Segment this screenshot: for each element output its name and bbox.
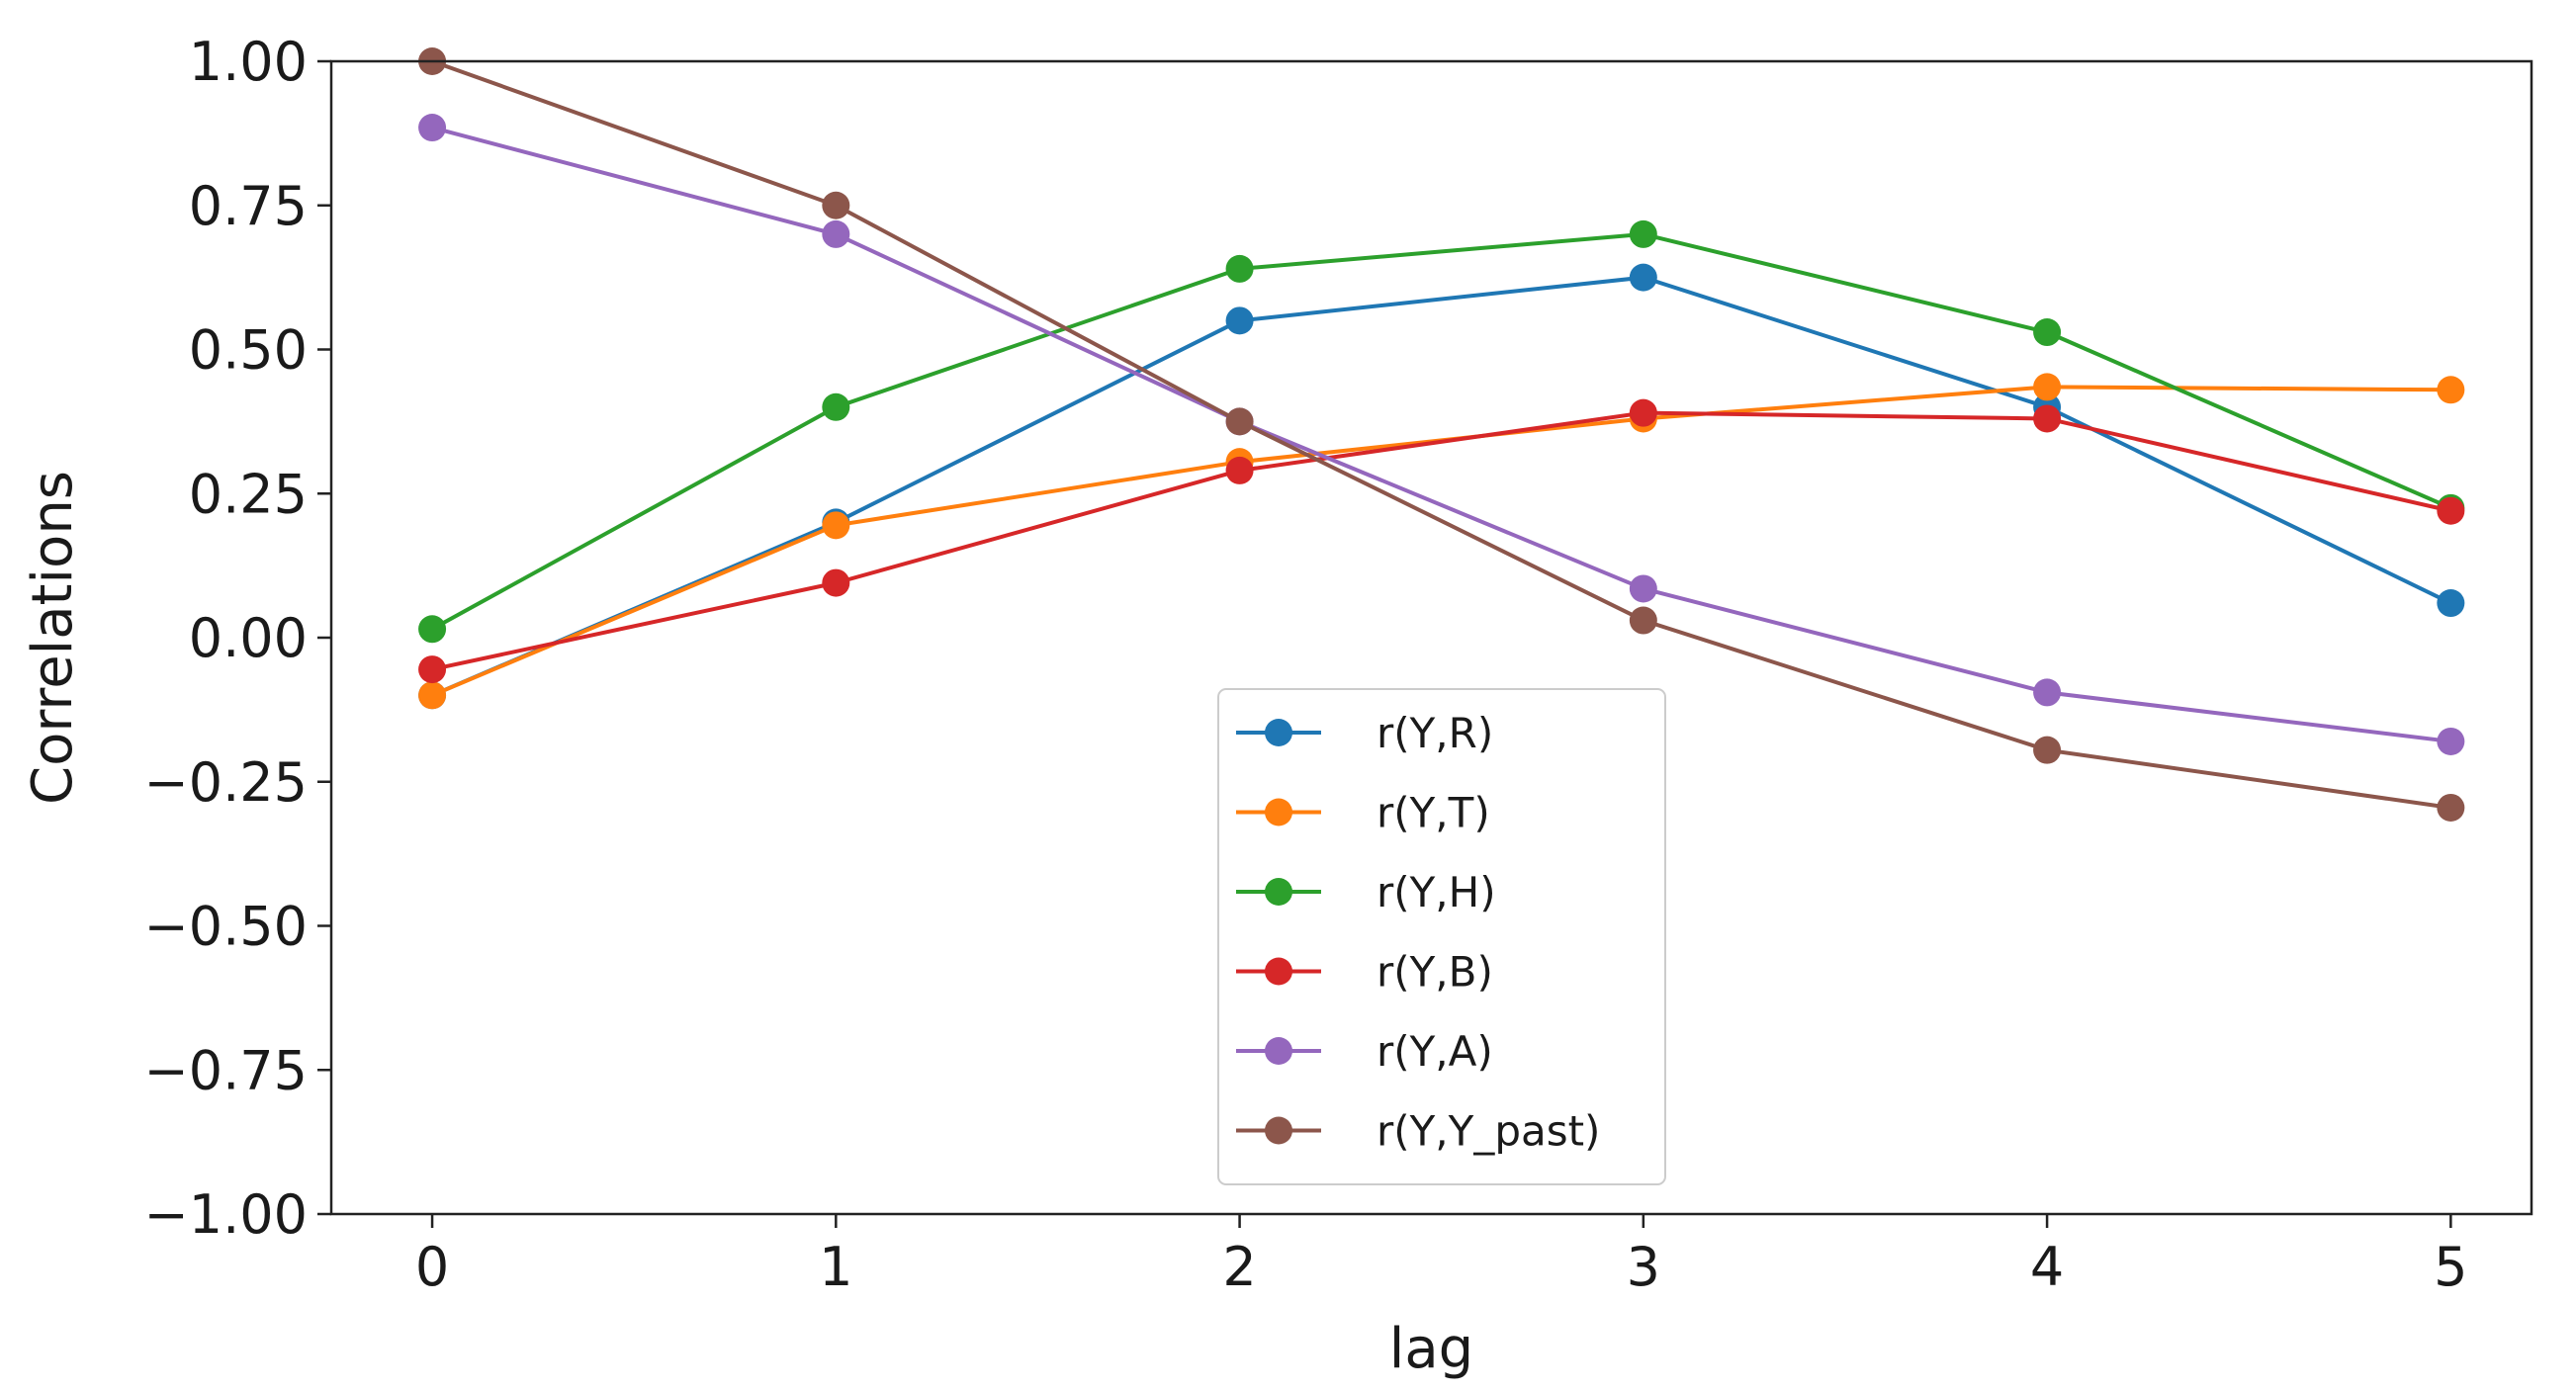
legend-item: r(Y,T) (1236, 789, 1490, 837)
x-tick-label: 3 (1627, 1236, 1660, 1298)
data-point (2033, 318, 2062, 347)
legend-swatch-marker (1265, 719, 1292, 746)
data-point (1225, 306, 1254, 335)
series-layer (418, 47, 2465, 822)
x-tick-label: 4 (2030, 1236, 2064, 1298)
series-r(Y,H) (418, 219, 2465, 644)
legend-label: r(Y,B) (1377, 948, 1493, 997)
data-point (2033, 678, 2062, 707)
legend-item: r(Y,Y_past) (1236, 1107, 1600, 1156)
legend-item: r(Y,A) (1236, 1027, 1493, 1076)
data-point (2437, 793, 2465, 822)
x-tick-label: 1 (819, 1236, 852, 1298)
data-point (418, 655, 447, 684)
x-tick-label: 5 (2434, 1236, 2467, 1298)
data-point (418, 615, 447, 644)
data-point (822, 191, 850, 219)
data-point (2033, 404, 2062, 433)
legend-swatch-marker (1265, 1116, 1292, 1145)
data-point (822, 219, 850, 248)
legend-swatch-marker (1265, 957, 1292, 986)
data-point (1629, 574, 1657, 603)
y-tick-label: −0.50 (144, 896, 308, 958)
legend-swatch-marker (1265, 1037, 1292, 1065)
data-point (2437, 727, 2465, 755)
data-point (1225, 254, 1254, 283)
legend-swatch-marker (1265, 798, 1292, 826)
series-r(Y,Y_past) (418, 47, 2465, 822)
data-point (2033, 736, 2062, 764)
data-point (822, 392, 850, 421)
data-point (1629, 398, 1657, 427)
y-tick-label: 0.25 (189, 463, 308, 525)
series-r(Y,B) (418, 398, 2465, 684)
y-tick-label: −1.00 (144, 1183, 308, 1246)
series-line (431, 231, 2452, 632)
data-point (418, 681, 447, 710)
y-tick-label: 1.00 (189, 31, 308, 93)
legend-item: r(Y,B) (1236, 948, 1493, 997)
y-axis-title: Correlations (21, 471, 85, 805)
legend-label: r(Y,R) (1377, 709, 1493, 757)
x-tick-label: 2 (1222, 1236, 1256, 1298)
data-point (1629, 606, 1657, 635)
y-tick-label: −0.75 (144, 1039, 308, 1101)
legend-label: r(Y,H) (1377, 868, 1496, 916)
y-tick-label: 0.50 (189, 319, 308, 382)
legend: r(Y,R) r(Y,T) r(Y,H) r(Y,B) r(Y,A) r(Y,Y_past… (1217, 688, 1666, 1185)
legend-box (1217, 688, 1666, 1185)
legend-item: r(Y,H) (1236, 868, 1496, 916)
x-tick-label: 0 (415, 1236, 449, 1298)
legend-label: r(Y,T) (1377, 789, 1490, 837)
data-point (1629, 219, 1657, 248)
series-line (431, 275, 2452, 698)
data-point (2437, 496, 2465, 525)
data-point (1629, 263, 1657, 292)
series-line (431, 126, 2451, 743)
series-line (431, 59, 2451, 810)
series-line (431, 410, 2451, 672)
data-point (1225, 456, 1254, 484)
legend-label: r(Y,Y_past) (1377, 1107, 1600, 1156)
data-point (1225, 407, 1254, 436)
legend-item: r(Y,R) (1236, 709, 1493, 757)
x-axis-title: lag (1389, 1317, 1473, 1381)
data-point (822, 511, 850, 540)
legend-label: r(Y,A) (1377, 1027, 1493, 1076)
y-tick-label: −0.25 (144, 751, 308, 814)
data-point (822, 568, 850, 597)
axes-layer: 1.00 0.75 0.50 0.25 0.00 −0.25 −0.50 −0.75 −1.00… (144, 31, 2468, 1298)
data-point (2437, 589, 2465, 618)
y-tick-label: 0.75 (189, 175, 308, 237)
legend-swatch-marker (1265, 878, 1292, 906)
data-point (2437, 376, 2465, 404)
data-point (418, 114, 447, 142)
data-point (2033, 373, 2062, 401)
y-tick-label: 0.00 (189, 607, 308, 669)
